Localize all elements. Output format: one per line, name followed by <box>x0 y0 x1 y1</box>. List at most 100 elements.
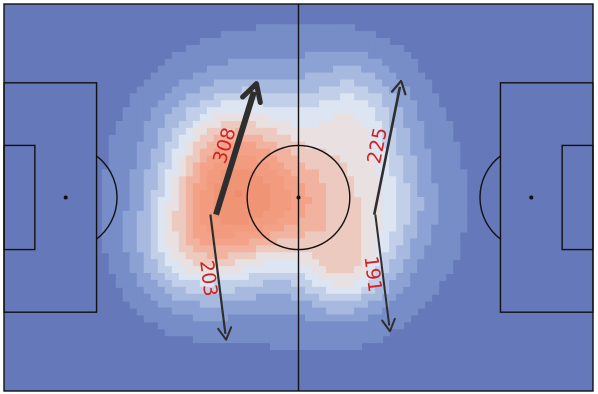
heatmap-cell <box>319 155 328 164</box>
heatmap-cell <box>368 65 377 74</box>
heatmap-cell <box>157 252 166 261</box>
heatmap-cell <box>220 231 229 240</box>
heatmap-cell <box>101 197 110 205</box>
heatmap-cell <box>340 279 349 288</box>
heatmap-cell <box>347 328 356 337</box>
heatmap-cell <box>241 162 250 171</box>
heatmap-cell <box>178 197 187 205</box>
heatmap-cell <box>283 100 292 109</box>
heatmap-cell <box>290 176 299 185</box>
heatmap-cell <box>347 44 356 53</box>
heatmap-cell <box>375 321 384 330</box>
heatmap-cell <box>326 224 335 233</box>
heatmap-cell <box>290 231 299 240</box>
heatmap-cell <box>192 300 201 309</box>
heatmap-cell <box>220 155 229 164</box>
heatmap-cell <box>213 176 222 185</box>
heatmap-cell <box>340 79 349 88</box>
heatmap-cell <box>234 314 243 323</box>
heatmap-cell <box>227 38 236 46</box>
heatmap-cell <box>382 72 391 81</box>
heatmap-cell <box>101 176 110 185</box>
heatmap-cell <box>382 127 391 136</box>
heatmap-cell <box>164 210 173 219</box>
heatmap-cell <box>319 58 328 67</box>
heatmap-cell <box>241 72 250 81</box>
heatmap-cell <box>305 273 314 281</box>
heatmap-cell <box>143 100 152 109</box>
heatmap-cell <box>220 266 229 275</box>
heatmap-cell <box>122 120 131 129</box>
heatmap-cell <box>319 93 328 102</box>
heatmap-cell <box>192 100 201 109</box>
heatmap-cell <box>269 100 278 109</box>
heatmap-cell <box>227 224 236 233</box>
heatmap-cell <box>290 24 299 33</box>
heatmap-cell <box>241 190 250 198</box>
heatmap-cell <box>269 169 278 178</box>
heatmap-cell <box>129 114 138 122</box>
heatmap-cell <box>192 231 201 240</box>
heatmap-cell <box>312 203 321 212</box>
heatmap-cell <box>199 252 208 261</box>
heatmap-cell <box>136 176 145 185</box>
heatmap-cell <box>438 127 447 136</box>
heatmap-cell <box>220 127 229 136</box>
heatmap-cell <box>354 100 363 109</box>
heatmap-cell <box>326 259 335 268</box>
heatmap-cell <box>164 259 173 268</box>
heatmap-cell <box>227 44 236 53</box>
heatmap-cell <box>340 252 349 261</box>
heatmap-cell <box>417 176 426 185</box>
heatmap-cell <box>305 286 314 295</box>
heatmap-cell <box>199 93 208 102</box>
heatmap-cell <box>445 190 454 198</box>
heatmap-cell <box>283 273 292 281</box>
heatmap-cell <box>227 65 236 74</box>
heatmap-cell <box>143 197 152 205</box>
heatmap-cell <box>206 286 215 295</box>
heatmap-cell <box>227 203 236 212</box>
heatmap-cell <box>276 273 285 281</box>
heatmap-cell <box>227 127 236 136</box>
heatmap-cell <box>178 162 187 171</box>
heatmap-cell <box>368 86 377 95</box>
heatmap-cell <box>438 203 447 212</box>
heatmap-cell <box>312 342 321 351</box>
heatmap-cell <box>333 217 342 226</box>
heatmap-cell <box>298 58 307 67</box>
heatmap-cell <box>213 162 222 171</box>
heatmap-cell <box>333 314 342 323</box>
heatmap-cell <box>326 203 335 212</box>
heatmap-cell <box>262 72 271 81</box>
heatmap-cell <box>178 314 187 323</box>
heatmap-cell <box>283 238 292 247</box>
heatmap-cell <box>298 190 307 198</box>
heatmap-cell <box>410 120 419 129</box>
heatmap-cell <box>234 190 243 198</box>
heatmap-cell <box>241 252 250 261</box>
heatmap-cell <box>178 141 187 150</box>
heatmap-cell <box>340 127 349 136</box>
heatmap-cell <box>269 31 278 40</box>
heatmap-cell <box>389 65 398 74</box>
heatmap-cell <box>227 314 236 323</box>
heatmap-cell <box>417 252 426 261</box>
heatmap-cell <box>389 231 398 240</box>
heatmap-cell <box>248 162 257 171</box>
heatmap-cell <box>452 183 461 192</box>
heatmap-cell <box>157 141 166 150</box>
heatmap-cell <box>396 169 405 178</box>
heatmap-cell <box>234 38 243 46</box>
heatmap-cell <box>431 120 440 129</box>
heatmap-cell <box>241 79 250 88</box>
heatmap-cell <box>199 114 208 122</box>
heatmap-cell <box>375 51 384 60</box>
heatmap-cell <box>178 155 187 164</box>
heatmap-cell <box>361 107 370 116</box>
heatmap-cell <box>206 279 215 288</box>
heatmap-cell <box>199 307 208 316</box>
heatmap-cell <box>333 24 342 33</box>
heatmap-cell <box>283 79 292 88</box>
heatmap-cell <box>326 141 335 150</box>
